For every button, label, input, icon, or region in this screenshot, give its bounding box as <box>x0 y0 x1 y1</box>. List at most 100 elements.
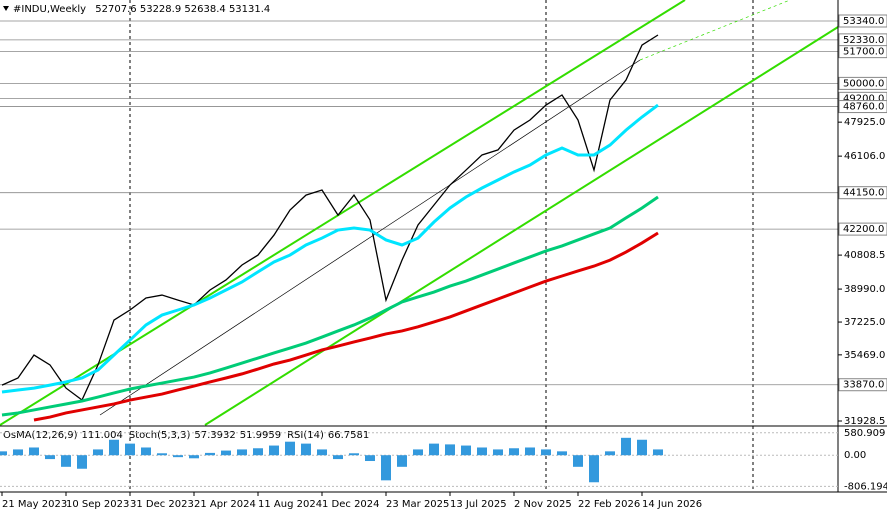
indicator-name: RSI(14) <box>287 430 324 441</box>
osma-bar <box>141 447 151 456</box>
osma-bar <box>189 455 199 459</box>
osma-bar <box>653 449 663 456</box>
x-tick-label: 13 Jul 2025 <box>450 499 507 510</box>
x-tick-label: 11 Aug 2024 <box>258 499 322 510</box>
level-label: 33870.0 <box>843 380 884 391</box>
osma-bar <box>45 455 55 460</box>
level-label: 52330.0 <box>843 35 884 46</box>
osma-bar <box>317 449 327 456</box>
trend-line <box>99 59 641 416</box>
level-label-box <box>838 186 887 200</box>
channel-line <box>204 26 839 426</box>
price-line <box>1 34 659 402</box>
indicator-name: OsMA(12,26,9) <box>3 430 78 441</box>
osma-bar <box>413 449 423 456</box>
y-tick-label: 47925.0 <box>844 117 885 128</box>
level-label: 51700.0 <box>843 47 884 58</box>
price-line <box>1 195 659 417</box>
x-tick-label: 10 Sep 2023 <box>66 499 129 510</box>
level-label: 42200.0 <box>843 224 884 235</box>
osma-bar <box>365 455 375 462</box>
osma-bar <box>525 447 535 456</box>
y-tick-label: 46106.0 <box>844 151 885 162</box>
y-tick-label: 37225.0 <box>844 317 885 328</box>
osma-bar <box>61 455 71 467</box>
osma-bar <box>445 444 455 456</box>
indicator-value: 51.9959 <box>240 430 281 441</box>
osma-bar <box>605 451 615 456</box>
x-tick-label: 1 Dec 2024 <box>322 499 380 510</box>
indicator-value: 111.004 <box>82 430 123 441</box>
osma-bar <box>173 455 183 458</box>
level-label-box <box>838 100 887 114</box>
osma-bar <box>573 455 583 467</box>
osma-bar <box>461 445 471 456</box>
osma-bar <box>285 441 295 456</box>
osma-bar <box>157 453 167 456</box>
osma-bar <box>125 443 135 456</box>
y-tick-label: 35469.0 <box>844 350 885 361</box>
indicator-tick-label: -806.194 <box>844 481 887 492</box>
osma-bar <box>13 449 23 456</box>
x-tick-label: 2 Nov 2025 <box>514 499 572 510</box>
osma-bar <box>205 452 215 456</box>
osma-bar <box>109 439 119 456</box>
ohlc-value: 52638.4 <box>184 4 225 15</box>
indicator-tick-label: 580.909 <box>844 428 885 439</box>
osma-bar <box>493 449 503 456</box>
osma-bar <box>333 455 343 460</box>
price-line <box>33 231 659 422</box>
indicator-header: OsMA(12,26,9) 111.004 Stoch(5,3,3) 57.3932 5… <box>3 430 369 441</box>
ohlc-value: 53131.4 <box>229 4 270 15</box>
osma-bar <box>477 447 487 456</box>
level-label-box <box>838 45 887 59</box>
osma-bar <box>589 455 599 483</box>
level-label-box <box>838 14 887 28</box>
x-tick-label: 21 May 2023 <box>2 499 67 510</box>
level-label-box <box>838 76 887 90</box>
osma-bar <box>381 455 391 481</box>
osma-bar <box>221 450 231 456</box>
x-tick-label: 21 Apr 2024 <box>194 499 256 510</box>
indicator-name: Stoch(5,3,3) <box>129 430 191 441</box>
osma-bar <box>637 439 647 456</box>
osma-bar <box>541 449 551 456</box>
indicator-value: 57.3932 <box>194 430 235 441</box>
osma-bar <box>93 449 103 456</box>
osma-bar <box>429 443 439 456</box>
y-tick-label: 31928.5 <box>844 416 885 427</box>
price-line <box>1 103 659 394</box>
x-tick-label: 22 Feb 2026 <box>578 499 640 510</box>
x-tick-label: 31 Dec 2023 <box>130 499 194 510</box>
osma-bar <box>349 453 359 456</box>
osma-bar <box>557 451 567 456</box>
level-label: 44150.0 <box>843 188 884 199</box>
symbol: #INDU,Weekly <box>13 4 86 15</box>
level-label: 50000.0 <box>843 78 884 89</box>
ohlc-value: 53228.9 <box>140 4 181 15</box>
trend-line <box>639 0 791 61</box>
y-tick-label: 38990.0 <box>844 284 885 295</box>
osma-bar <box>269 445 279 456</box>
level-label: 48760.0 <box>843 102 884 113</box>
osma-bar <box>621 437 631 456</box>
indicator-tick-label: 0.00 <box>844 450 866 461</box>
x-tick-label: 14 Jun 2026 <box>642 499 702 510</box>
x-tick-label: 23 Mar 2025 <box>386 499 449 510</box>
indicator-value: 66.7581 <box>328 430 369 441</box>
osma-bar <box>397 455 407 467</box>
osma-bar <box>77 455 87 469</box>
level-label-box <box>838 222 887 236</box>
ohlc-value: 52707.6 <box>95 4 136 15</box>
osma-bar <box>509 448 519 456</box>
menu-icon[interactable] <box>3 6 9 11</box>
level-label: 49200.0 <box>843 93 884 104</box>
osma-bar <box>29 447 39 456</box>
osma-bar <box>253 448 263 456</box>
osma-bar <box>237 449 247 456</box>
osma-bar <box>301 443 311 456</box>
level-label-box <box>838 378 887 392</box>
y-tick-label: 40808.5 <box>844 250 885 261</box>
